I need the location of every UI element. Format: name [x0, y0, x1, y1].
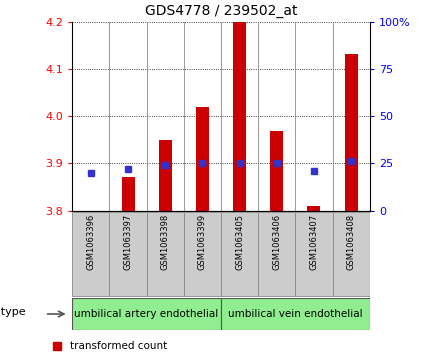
Bar: [196, 107, 209, 211]
Bar: [72, 212, 109, 296]
Bar: [109, 212, 147, 296]
Bar: [72, 298, 221, 330]
Bar: [307, 206, 320, 211]
Text: GSM1063407: GSM1063407: [309, 214, 318, 270]
Text: GSM1063398: GSM1063398: [161, 214, 170, 270]
Bar: [332, 212, 370, 296]
Text: GSM1063406: GSM1063406: [272, 214, 281, 270]
Text: umbilical vein endothelial: umbilical vein endothelial: [228, 309, 363, 319]
Bar: [345, 54, 358, 211]
Bar: [221, 212, 258, 296]
Bar: [147, 212, 184, 296]
Text: GSM1063405: GSM1063405: [235, 214, 244, 270]
Bar: [221, 298, 370, 330]
Title: GDS4778 / 239502_at: GDS4778 / 239502_at: [145, 4, 297, 18]
Text: GSM1063397: GSM1063397: [124, 214, 133, 270]
Bar: [184, 212, 221, 296]
Bar: [233, 22, 246, 211]
Bar: [295, 212, 332, 296]
Text: GSM1063399: GSM1063399: [198, 214, 207, 270]
Bar: [159, 140, 172, 211]
Text: GSM1063408: GSM1063408: [347, 214, 356, 270]
Text: GSM1063396: GSM1063396: [86, 214, 95, 270]
Bar: [270, 131, 283, 211]
Text: cell type: cell type: [0, 307, 25, 317]
Bar: [258, 212, 295, 296]
Bar: [122, 176, 135, 211]
Text: transformed count: transformed count: [70, 341, 167, 351]
Text: umbilical artery endothelial: umbilical artery endothelial: [74, 309, 219, 319]
